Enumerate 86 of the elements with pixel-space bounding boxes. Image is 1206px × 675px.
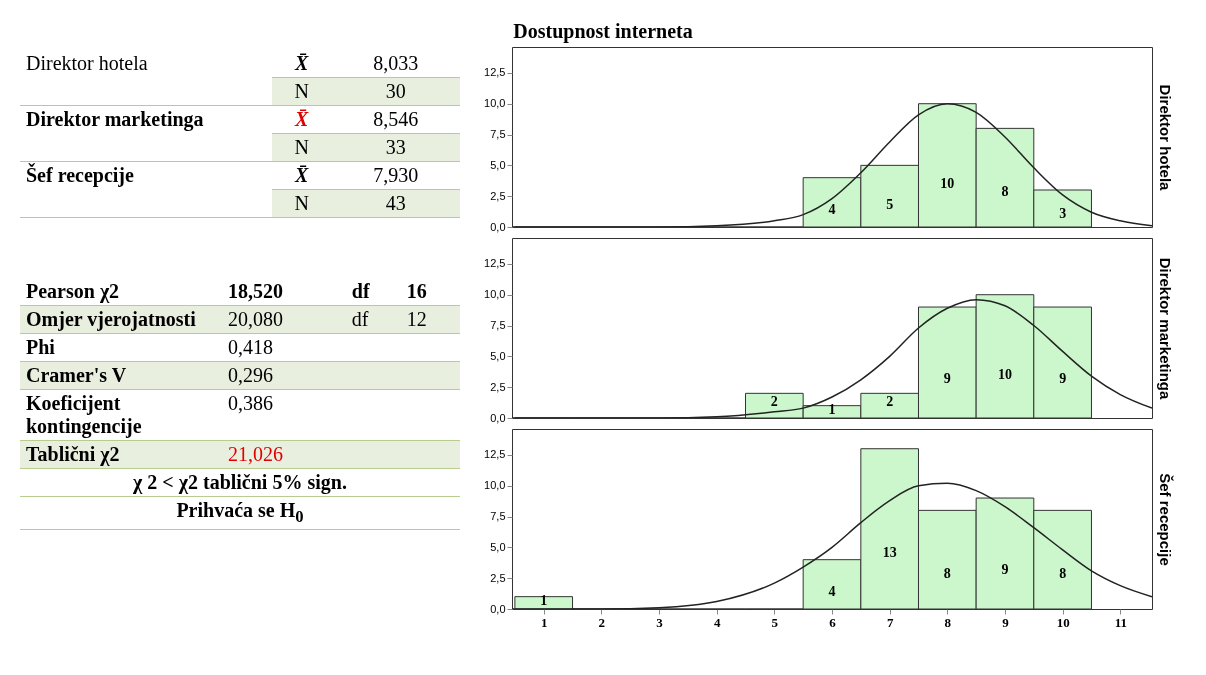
data-label: 2 [770,393,778,409]
y-tick-label: 5,0 [490,540,506,553]
text: 0,296 [222,361,346,390]
text: X̄ [272,105,332,134]
data-label: 13 [882,544,897,560]
text: Cramer's V [20,361,222,390]
text: Pearson χ2 [20,278,222,306]
text: Direktor marketinga [20,105,272,162]
y-tick-label: 12,5 [484,257,506,270]
y2-axis-title: Šef recepcije [1156,473,1174,566]
line-series [512,482,1152,609]
line-series [512,298,1152,418]
text: 21,026 [222,440,346,469]
y-tick-label: 5,0 [490,349,506,362]
data-label: 5 [886,197,894,213]
y2-axis-title: Direktor marketinga [1156,257,1174,401]
data-label: 3 [1059,206,1067,222]
y-tick-label: 2,5 [490,380,506,393]
x-tick-label: 2 [598,614,606,630]
y-tick-label: 7,5 [490,510,506,523]
text: df [345,278,401,306]
text: 16 [400,278,460,306]
text: N [272,189,332,218]
data-label: 8 [1001,184,1009,200]
text: 0,386 [222,389,346,441]
y-tick-label: 0,0 [490,602,506,615]
text: 18,520 [222,278,346,306]
y-tick-label: 10,0 [484,288,506,301]
text: X̄ [272,161,332,190]
data-label: 9 [1001,562,1009,578]
line-series [512,102,1152,227]
y-tick-label: 10,0 [484,97,506,110]
text: Omjer vjerojatnosti [20,305,222,334]
data-label: 2 [886,393,894,409]
y-tick-label: 2,5 [490,571,506,584]
data-label: 9 [1059,371,1067,387]
text: 43 [331,189,460,218]
data-label: 1 [540,592,548,608]
text: 8,546 [331,105,460,134]
text: 12 [400,305,460,334]
y-tick-label: 0,0 [490,220,506,233]
x-tick-label: 11 [1114,614,1127,630]
text: χ 2 < χ2 tablični 5% sign. [20,468,460,497]
data-label: 8 [943,566,951,582]
data-label: 8 [1059,566,1067,582]
y-tick-label: 7,5 [490,319,506,332]
text: Dostupnost interneta [512,20,694,43]
data-label: 9 [943,371,951,387]
y-tick-label: 0,0 [490,411,506,424]
y-tick-label: 7,5 [490,128,506,141]
text: Tablični χ2 [20,440,222,469]
data-label: 4 [828,201,836,217]
data-label: 1 [828,401,836,417]
data-label: 10 [997,366,1012,382]
x-tick-label: 9 [1002,614,1010,630]
text: 0,418 [222,333,346,362]
y-tick-label: 2,5 [490,189,506,202]
y2-axis-title: Direktor hotela [1156,84,1174,192]
x-tick-label: 6 [829,614,837,630]
text: Prihvaća se H$_{0}$ [20,496,460,530]
text: 30 [331,77,460,106]
text: 33 [331,133,460,162]
text: 8,033 [331,50,460,78]
y-tick-label: 10,0 [484,479,506,492]
x-tick-label: 10 [1056,614,1070,630]
text: N [272,77,332,106]
text: 7,930 [331,161,460,190]
text: Šef recepcije [20,161,272,218]
y-tick-label: 5,0 [490,158,506,171]
data-label: 10 [940,175,955,191]
text: N [272,133,332,162]
text: X̄ [272,50,332,78]
text: 20,080 [222,305,346,334]
text: Phi [20,333,222,362]
text: Direktor hotela [20,50,272,106]
y-tick-label: 12,5 [484,448,506,461]
x-tick-label: 1 [540,614,548,630]
text: df [345,305,401,334]
x-tick-label: 4 [713,614,721,630]
x-tick-label: 3 [656,614,664,630]
data-label: 4 [828,583,836,599]
y-tick-label: 12,5 [484,66,506,79]
x-tick-label: 7 [886,614,894,630]
text: Koeficijent kontingencije [20,389,222,441]
x-tick-label: 5 [771,614,779,630]
x-tick-label: 8 [944,614,952,630]
